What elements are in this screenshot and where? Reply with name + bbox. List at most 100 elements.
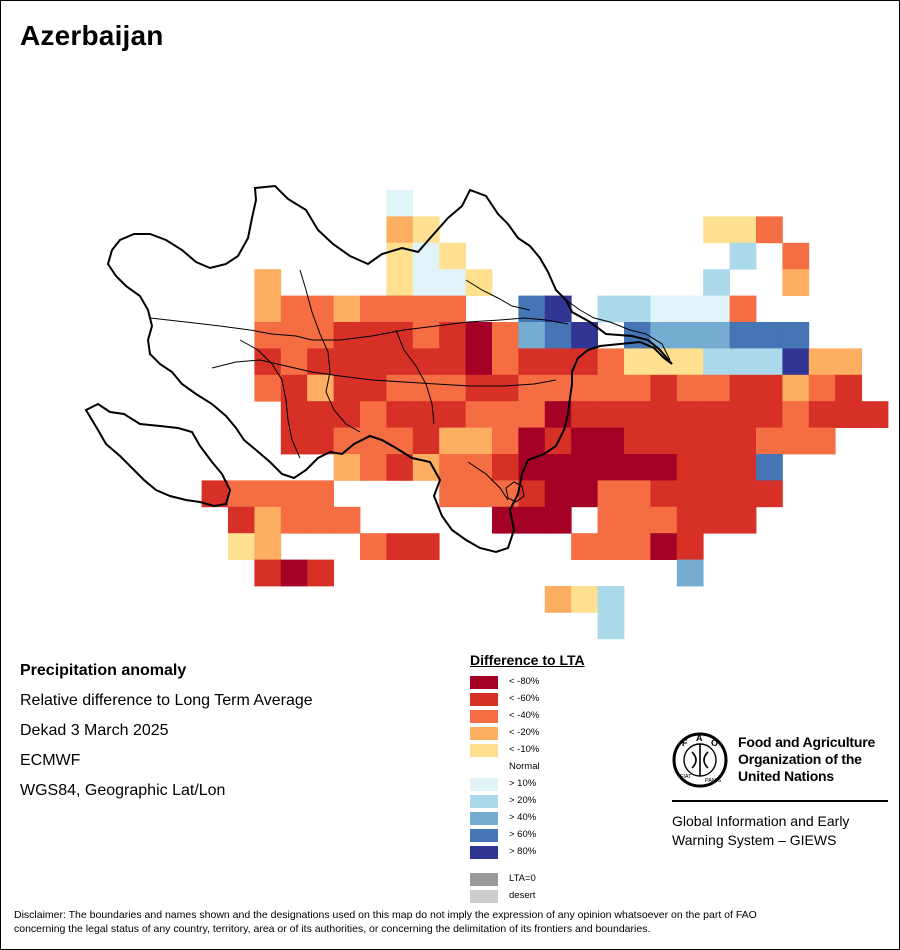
- legend-label: > 40%: [509, 812, 537, 823]
- anomaly-cell: [544, 322, 572, 349]
- anomaly-cell: [386, 242, 414, 270]
- anomaly-cell: [597, 506, 625, 534]
- anomaly-cell: [439, 295, 466, 323]
- anomaly-cell: [650, 295, 678, 323]
- anomaly-cell: [333, 506, 361, 534]
- anomaly-cell: [676, 427, 704, 455]
- anomaly-cell: [544, 374, 572, 402]
- anomaly-cell: [650, 427, 678, 455]
- anomaly-cell: [386, 216, 414, 244]
- anomaly-cell: [729, 480, 757, 508]
- measure-description: Relative difference to Long Term Average: [20, 692, 313, 709]
- anomaly-cell: [333, 374, 361, 402]
- anomaly-cell: [756, 216, 783, 244]
- anomaly-cell: [254, 322, 282, 349]
- legend-label: < -40%: [509, 710, 540, 721]
- anomaly-cell: [439, 242, 466, 270]
- anomaly-cell: [703, 427, 730, 455]
- anomaly-cell: [676, 322, 704, 349]
- anomaly-cell: [333, 348, 361, 376]
- boundary-lines: [84, 184, 673, 554]
- legend-label: desert: [509, 890, 536, 901]
- legend-item: > 40%: [470, 810, 585, 827]
- anomaly-cell: [729, 322, 757, 349]
- anomaly-cell: [518, 506, 546, 534]
- legend-item: < -80%: [470, 674, 585, 691]
- map-info-block: Precipitation anomaly Relative differenc…: [20, 656, 313, 806]
- anomaly-cell: [386, 348, 414, 376]
- legend-swatch: [470, 795, 498, 808]
- anomaly-cell: [439, 454, 466, 481]
- anomaly-cell: [597, 533, 625, 560]
- anomaly-cell: [729, 374, 757, 402]
- anomaly-cell: [729, 216, 757, 244]
- anomaly-cell: [597, 612, 625, 640]
- internal-boundary: [395, 329, 435, 425]
- anomaly-cell: [412, 401, 440, 428]
- legend-label: < -10%: [509, 744, 540, 755]
- legend-item: < -60%: [470, 691, 585, 708]
- legend-swatch: [470, 829, 498, 842]
- period-label: Dekad 3 March 2025: [20, 722, 169, 739]
- anomaly-cell: [571, 480, 598, 508]
- fao-logo-motto: FIAT: [680, 774, 692, 780]
- anomaly-cell: [492, 348, 519, 376]
- anomaly-cell: [412, 374, 440, 402]
- anomaly-cell: [492, 322, 519, 349]
- anomaly-cell: [254, 533, 282, 560]
- legend-label: LTA=0: [509, 873, 536, 884]
- anomaly-cell: [465, 374, 493, 402]
- anomaly-cell: [624, 533, 651, 560]
- legend-item: Normal: [470, 759, 585, 776]
- internal-boundary: [465, 279, 531, 311]
- anomaly-cell: [676, 533, 704, 560]
- data-source: ECMWF: [20, 752, 81, 769]
- legend-label: > 10%: [509, 778, 537, 789]
- anomaly-cell: [280, 559, 308, 587]
- anomaly-cell: [729, 401, 757, 428]
- legend: Difference to LTA < -80% < -60% < -40% < -2…: [470, 652, 585, 905]
- anomaly-cell: [571, 322, 598, 349]
- anomaly-cell: [280, 348, 308, 376]
- legend-swatch: [470, 778, 498, 791]
- legend-label: < -80%: [509, 676, 540, 687]
- anomaly-cell: [782, 322, 810, 349]
- fao-logo-motto: PANIS: [705, 778, 721, 784]
- anomaly-cell: [756, 322, 783, 349]
- legend-item: < -10%: [470, 742, 585, 759]
- country-boundary: [106, 184, 673, 554]
- anomaly-cell: [782, 242, 810, 270]
- anomaly-cell: [676, 559, 704, 587]
- anomaly-cell: [676, 295, 704, 323]
- anomaly-cell: [544, 506, 572, 534]
- map-canvas[interactable]: [0, 0, 900, 640]
- anomaly-cell: [280, 295, 308, 323]
- anomaly-cell: [465, 427, 493, 455]
- anomaly-cell: [492, 401, 519, 428]
- anomaly-cell: [624, 295, 651, 323]
- anomaly-cell: [624, 374, 651, 402]
- anomaly-cell: [412, 533, 440, 560]
- anomaly-cell: [650, 533, 678, 560]
- anomaly-cell: [439, 269, 466, 296]
- anomaly-cell: [544, 295, 572, 323]
- exclave-boundary: [84, 402, 232, 508]
- anomaly-cell: [571, 427, 598, 455]
- anomaly-cell: [676, 480, 704, 508]
- anomaly-cell: [782, 401, 810, 428]
- anomaly-cell: [386, 295, 414, 323]
- anomaly-cell: [307, 374, 334, 402]
- legend-swatch: [470, 761, 498, 774]
- anomaly-cell: [386, 374, 414, 402]
- legend-label: < -20%: [509, 727, 540, 738]
- map-title: Azerbaijan: [20, 20, 164, 51]
- anomaly-cell: [571, 401, 598, 428]
- anomaly-cell: [624, 401, 651, 428]
- anomaly-cell: [412, 242, 440, 270]
- anomaly-cell: [280, 506, 308, 534]
- anomaly-cell: [703, 454, 730, 481]
- anomaly-cell: [624, 427, 651, 455]
- anomaly-cell: [439, 348, 466, 376]
- anomaly-cell: [597, 348, 625, 376]
- anomaly-cell: [756, 427, 783, 455]
